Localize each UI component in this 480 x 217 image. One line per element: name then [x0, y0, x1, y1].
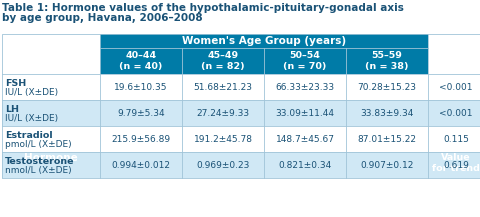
Text: 215.9±56.89: 215.9±56.89 [111, 135, 170, 143]
Bar [2, 152, 480, 178]
Text: IU/L (X±DE): IU/L (X±DE) [5, 88, 58, 97]
Text: IU/L (X±DE): IU/L (X±DE) [5, 114, 58, 123]
Text: Women's Age Group (years): Women's Age Group (years) [182, 36, 346, 46]
Bar [2, 100, 480, 126]
Text: 0.907±0.12: 0.907±0.12 [360, 161, 414, 169]
Bar [100, 34, 428, 48]
Text: Hormone: Hormone [24, 153, 78, 163]
Bar [2, 138, 100, 178]
Text: nmol/L (X±DE): nmol/L (X±DE) [5, 166, 72, 175]
Text: Table 1: Hormone values of the hypothalamic-pituitary-gonadal axis: Table 1: Hormone values of the hypothala… [2, 3, 404, 13]
Text: by age group, Havana, 2006–2008: by age group, Havana, 2006–2008 [2, 13, 203, 23]
Text: 45–49
(n = 82): 45–49 (n = 82) [201, 51, 245, 71]
Text: 9.79±5.34: 9.79±5.34 [117, 108, 165, 117]
Text: 50–54
(n = 70): 50–54 (n = 70) [283, 51, 327, 71]
Bar [2, 74, 480, 100]
Bar [428, 138, 480, 178]
Bar [100, 48, 182, 74]
Text: FSH: FSH [5, 79, 26, 88]
Text: Testosterone: Testosterone [5, 157, 74, 166]
Bar [182, 48, 264, 74]
Text: 27.24±9.33: 27.24±9.33 [196, 108, 250, 117]
Bar [346, 48, 428, 74]
Text: 148.7±45.67: 148.7±45.67 [276, 135, 335, 143]
Text: LH: LH [5, 105, 19, 114]
Text: 0.619: 0.619 [443, 161, 469, 169]
Bar [2, 34, 480, 178]
Text: 55–59
(n = 38): 55–59 (n = 38) [365, 51, 409, 71]
Text: 70.28±15.23: 70.28±15.23 [358, 82, 417, 92]
Text: 40–44
(n = 40): 40–44 (n = 40) [120, 51, 163, 71]
Text: 33.09±11.44: 33.09±11.44 [276, 108, 335, 117]
Text: 87.01±15.22: 87.01±15.22 [358, 135, 417, 143]
Text: 0.821±0.34: 0.821±0.34 [278, 161, 332, 169]
Text: 19.6±10.35: 19.6±10.35 [114, 82, 168, 92]
Text: 0.115: 0.115 [443, 135, 469, 143]
Text: 0.994±0.012: 0.994±0.012 [111, 161, 170, 169]
Text: <0.001: <0.001 [439, 82, 473, 92]
Text: pmol/L (X±DE): pmol/L (X±DE) [5, 140, 72, 149]
Text: 33.83±9.34: 33.83±9.34 [360, 108, 414, 117]
Text: 66.33±23.33: 66.33±23.33 [276, 82, 335, 92]
Text: p
Value
for trend: p Value for trend [432, 143, 480, 173]
Text: <0.001: <0.001 [439, 108, 473, 117]
Bar [2, 126, 480, 152]
Text: 51.68±21.23: 51.68±21.23 [193, 82, 252, 92]
Bar [264, 48, 346, 74]
Text: 0.969±0.23: 0.969±0.23 [196, 161, 250, 169]
Text: 191.2±45.78: 191.2±45.78 [193, 135, 252, 143]
Text: Estradiol: Estradiol [5, 131, 53, 140]
